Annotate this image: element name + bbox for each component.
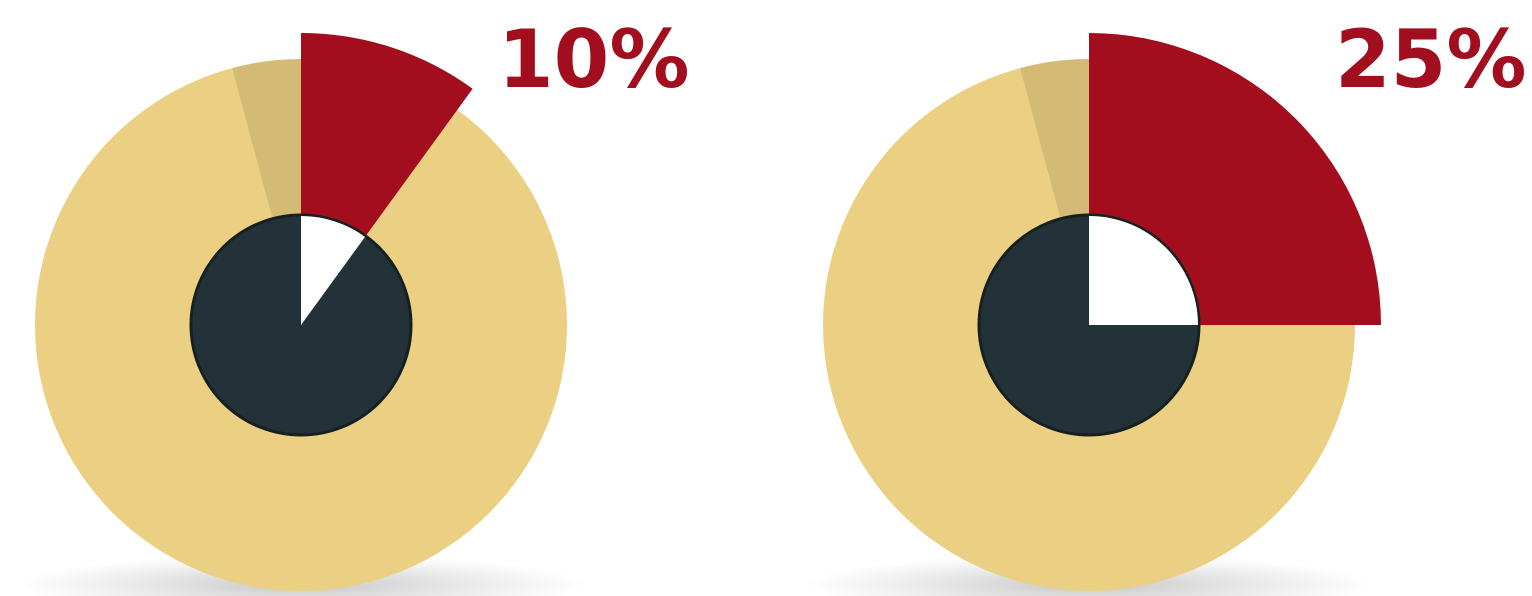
pie-2-percent-label: 25%	[1335, 13, 1526, 106]
pie-chart-1: 10%	[15, 13, 689, 596]
pie-chart-2: 25%	[803, 13, 1526, 596]
pie-2-hub-wedge	[1089, 216, 1198, 325]
pie-1-hub-wedge	[301, 216, 366, 325]
pie-1-percent-label: 10%	[498, 13, 689, 106]
